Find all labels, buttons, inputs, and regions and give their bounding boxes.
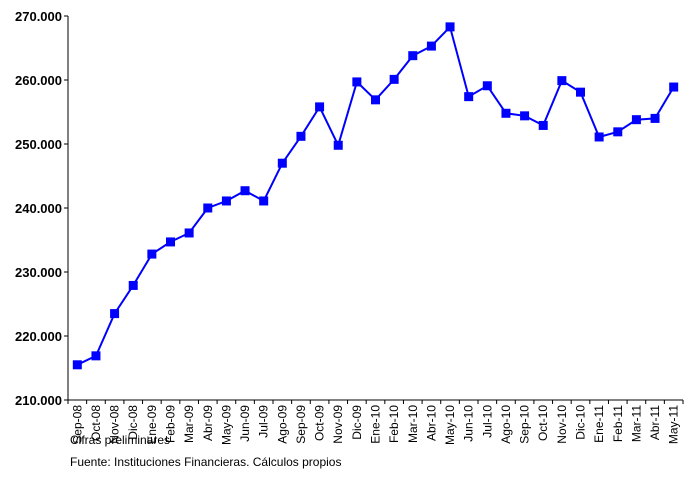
x-tick-label: Ago-10	[499, 405, 513, 444]
x-tick-label: Nov-08	[108, 405, 122, 444]
axes	[67, 16, 683, 401]
data-point	[426, 41, 436, 51]
x-axis-ticks: Sep-08 Oct-08 Nov-08 Dic-08 Ene-09 Feb-09 Mar-…	[67, 400, 684, 445]
data-point	[669, 82, 679, 92]
x-tick-label: Ene-09	[145, 405, 159, 444]
x-tick-label: Feb-10	[387, 405, 401, 443]
x-tick-label: Nov-10	[555, 405, 569, 444]
data-point	[464, 92, 474, 102]
series-markers	[72, 22, 679, 370]
x-tick-label: May-11	[667, 405, 681, 444]
x-tick-label: Ene-10	[369, 405, 383, 444]
data-point	[650, 113, 660, 123]
data-point	[128, 280, 138, 290]
x-tick-label: Abr-10	[424, 405, 438, 441]
x-tick-label: Feb-11	[611, 405, 625, 442]
x-tick-label: Abr-11	[648, 405, 662, 440]
data-point	[147, 249, 157, 259]
data-point	[315, 102, 325, 112]
footnote-source: Fuente: Instituciones Financieras. Cálcu…	[70, 455, 342, 469]
data-point	[594, 132, 604, 142]
series-polyline	[76, 24, 675, 366]
x-tick-label: Oct-09	[313, 405, 327, 441]
x-tick-label: Dic-10	[574, 405, 588, 440]
x-tick-label: Sep-10	[518, 405, 532, 444]
data-point	[91, 351, 101, 361]
data-point	[221, 196, 231, 206]
data-point	[445, 22, 455, 32]
x-tick-label: Nov-09	[331, 405, 345, 444]
x-tick-label: Dic-09	[350, 405, 364, 440]
y-tick-label: 220.000	[15, 329, 62, 344]
data-point	[352, 77, 362, 87]
x-tick-label: Mar-10	[406, 405, 420, 443]
data-point	[296, 131, 306, 141]
data-point	[482, 81, 492, 91]
x-tick-label: Mar-09	[182, 405, 196, 443]
data-point	[576, 87, 585, 97]
data-point	[613, 127, 623, 137]
x-tick-label: Oct-10	[536, 405, 550, 441]
x-tick-label: May-09	[219, 405, 233, 445]
data-point	[203, 203, 213, 213]
x-tick-label: Ago-09	[275, 405, 289, 444]
data-point	[557, 76, 567, 86]
y-tick-label: 260.000	[15, 73, 62, 88]
data-point	[371, 95, 380, 105]
y-tick-label: 210.000	[15, 393, 62, 408]
data-point	[631, 115, 641, 125]
x-tick-label: Sep-08	[70, 405, 84, 444]
y-axis-ticks: 210.000 220.000 230.000 240.000 250.000 260.0…	[15, 9, 68, 408]
data-point	[259, 196, 269, 206]
data-point	[538, 120, 548, 130]
data-point	[520, 111, 530, 121]
data-point	[240, 186, 250, 196]
x-tick-label: Feb-09	[164, 405, 178, 443]
x-tick-label: Ene-11	[592, 405, 606, 443]
footnote-preliminary: Cifras preliminares	[70, 433, 171, 447]
data-point	[389, 74, 399, 84]
x-tick-label: Jul-10	[480, 405, 494, 438]
data-point	[501, 108, 511, 118]
y-tick-label: 230.000	[15, 265, 62, 280]
data-point	[184, 228, 194, 238]
x-tick-label: Jun-10	[462, 405, 476, 442]
x-tick-label: Abr-09	[201, 405, 215, 441]
data-point	[408, 51, 418, 61]
x-tick-label: Sep-09	[294, 405, 308, 444]
x-tick-label: Jul-09	[257, 405, 271, 438]
data-point	[166, 237, 175, 247]
x-tick-label: Oct-08	[89, 405, 103, 441]
x-tick-label: May-10	[443, 405, 457, 445]
data-point	[72, 360, 82, 370]
y-tick-label: 250.000	[15, 137, 62, 152]
data-point	[277, 158, 287, 168]
y-tick-label: 270.000	[15, 9, 62, 24]
y-tick-label: 240.000	[15, 201, 62, 216]
x-tick-label: Mar-11	[629, 405, 643, 442]
x-tick-label: Jun-09	[238, 405, 252, 442]
data-point	[110, 309, 120, 319]
data-point	[333, 140, 343, 150]
x-tick-label: Dic-08	[126, 405, 140, 440]
series-line	[76, 24, 675, 366]
